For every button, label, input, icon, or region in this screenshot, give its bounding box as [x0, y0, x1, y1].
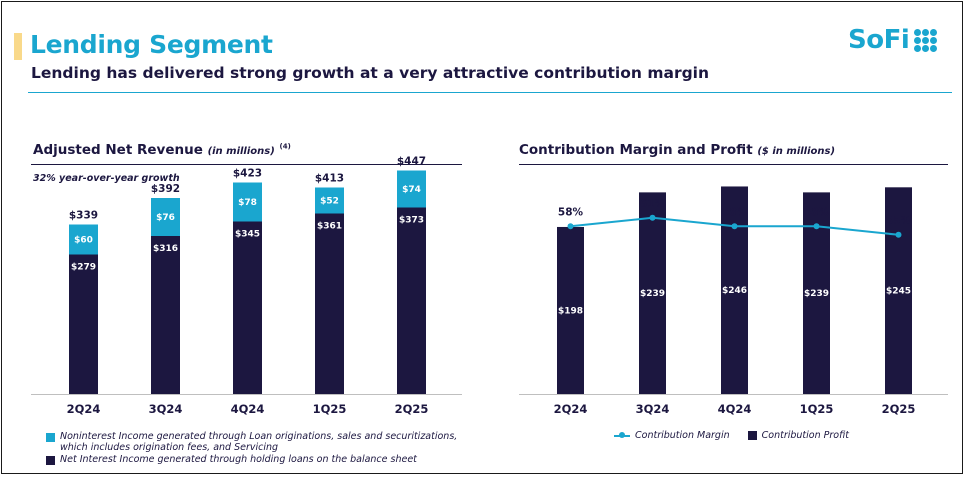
data-label-margin: 58%: [804, 206, 830, 218]
sofi-logo: SoFi: [848, 25, 938, 55]
page-subtitle: Lending has delivered strong growth at a…: [31, 64, 710, 82]
contribution-title-text: Contribution Margin and Profit: [519, 142, 753, 158]
margin-point-4Q24: [731, 223, 738, 230]
logo-text: SoFi: [848, 25, 910, 55]
bar-noninterest-3Q24: [151, 198, 180, 236]
legend-label-noninterest: Noninterest Income generated through Loa…: [60, 431, 458, 453]
header-divider: [28, 92, 952, 93]
data-label-profit: $245: [886, 287, 911, 297]
legend-item-profit: Contribution Profit: [747, 430, 849, 441]
data-label-profit: $246: [722, 286, 747, 296]
legend-swatch-cyan: [46, 433, 55, 442]
data-label-margin: 55%: [886, 215, 912, 227]
data-label-margin: 58%: [558, 206, 584, 218]
bar-contribution-profit-2Q24: [557, 226, 584, 394]
bar-noninterest-4Q24: [233, 182, 262, 222]
data-label-noninterest: $52: [320, 197, 339, 207]
margin-point-1Q25: [813, 223, 820, 230]
data-label-total: $423: [233, 168, 262, 180]
data-label-noninterest: $60: [74, 236, 93, 246]
bar-contribution-profit-3Q24: [639, 192, 666, 394]
data-label-total: $339: [69, 210, 98, 222]
legend-swatch-profit: [747, 431, 757, 440]
legend-item-net-interest: Net Interest Income generated through ho…: [46, 454, 466, 465]
data-label-noninterest: $76: [156, 213, 175, 223]
x-tick-label: 2Q24: [554, 402, 588, 416]
data-label-total: $413: [315, 173, 344, 185]
legend-line-marker: [614, 431, 630, 438]
data-label-margin: 58%: [722, 206, 748, 218]
x-tick-label: 1Q25: [313, 402, 347, 416]
x-tick-label: 4Q24: [231, 402, 265, 416]
bar-net-interest-2Q25: [397, 207, 426, 394]
bar-noninterest-2Q24: [69, 224, 98, 255]
margin-point-2Q24: [567, 223, 574, 230]
x-tick-label: 2Q25: [882, 402, 916, 416]
data-label-net-interest: $279: [71, 263, 96, 273]
revenue-legend: Noninterest Income generated through Loa…: [46, 431, 466, 466]
title-accent-bar: [14, 33, 22, 60]
x-tick-label: 4Q24: [718, 402, 752, 416]
legend-label-profit: Contribution Profit: [761, 430, 849, 441]
data-label-margin: 61%: [640, 198, 666, 210]
data-label-noninterest: $74: [402, 185, 421, 195]
bar-net-interest-4Q24: [233, 221, 262, 394]
bar-net-interest-3Q24: [151, 236, 180, 394]
x-tick-label: 2Q25: [395, 402, 429, 416]
legend-label-net-interest: Net Interest Income generated through ho…: [60, 454, 417, 465]
data-label-noninterest: $78: [238, 198, 257, 208]
contribution-legend: Contribution Margin Contribution Profit: [614, 430, 849, 441]
data-label-net-interest: $345: [235, 230, 260, 240]
legend-swatch-navy: [46, 456, 55, 465]
contribution-title-rule: [519, 164, 948, 165]
revenue-title-text: Adjusted Net Revenue: [33, 142, 203, 158]
contribution-chart-title: Contribution Margin and Profit ($ in mil…: [519, 142, 835, 158]
x-tick-label: 2Q24: [67, 402, 101, 416]
bar-noninterest-2Q25: [397, 170, 426, 208]
bar-noninterest-1Q25: [315, 187, 344, 214]
margin-point-3Q24: [649, 214, 656, 221]
bar-net-interest-2Q24: [69, 254, 98, 394]
data-label-net-interest: $361: [317, 222, 342, 232]
bar-contribution-profit-2Q25: [885, 187, 912, 394]
data-label-net-interest: $316: [153, 244, 178, 254]
data-label-profit: $239: [804, 289, 829, 299]
x-tick-label: 1Q25: [800, 402, 834, 416]
x-tick-label: 3Q24: [149, 402, 183, 416]
growth-note: 32% year-over-year growth: [33, 173, 180, 184]
revenue-chart-title: Adjusted Net Revenue (in millions) (4): [33, 142, 291, 158]
revenue-title-note: (in millions): [207, 146, 275, 157]
revenue-footnote-ref: (4): [279, 142, 291, 151]
dot-grid-icon: [914, 28, 938, 52]
data-label-profit: $239: [640, 289, 665, 299]
contribution-title-note: ($ in millions): [757, 146, 836, 157]
legend-item-margin: Contribution Margin: [614, 430, 730, 441]
bar-net-interest-1Q25: [315, 213, 344, 394]
data-label-net-interest: $373: [399, 216, 424, 226]
revenue-title-rule: [31, 164, 462, 165]
bar-contribution-profit-4Q24: [721, 186, 748, 394]
data-label-profit: $198: [558, 306, 583, 316]
page-title: Lending Segment: [30, 30, 273, 59]
x-tick-label: 3Q24: [636, 402, 670, 416]
data-label-total: $392: [151, 183, 180, 195]
legend-label-margin: Contribution Margin: [635, 430, 730, 441]
legend-item-noninterest: Noninterest Income generated through Loa…: [46, 431, 466, 453]
data-label-total: $447: [397, 156, 426, 168]
margin-point-2Q25: [895, 231, 902, 238]
